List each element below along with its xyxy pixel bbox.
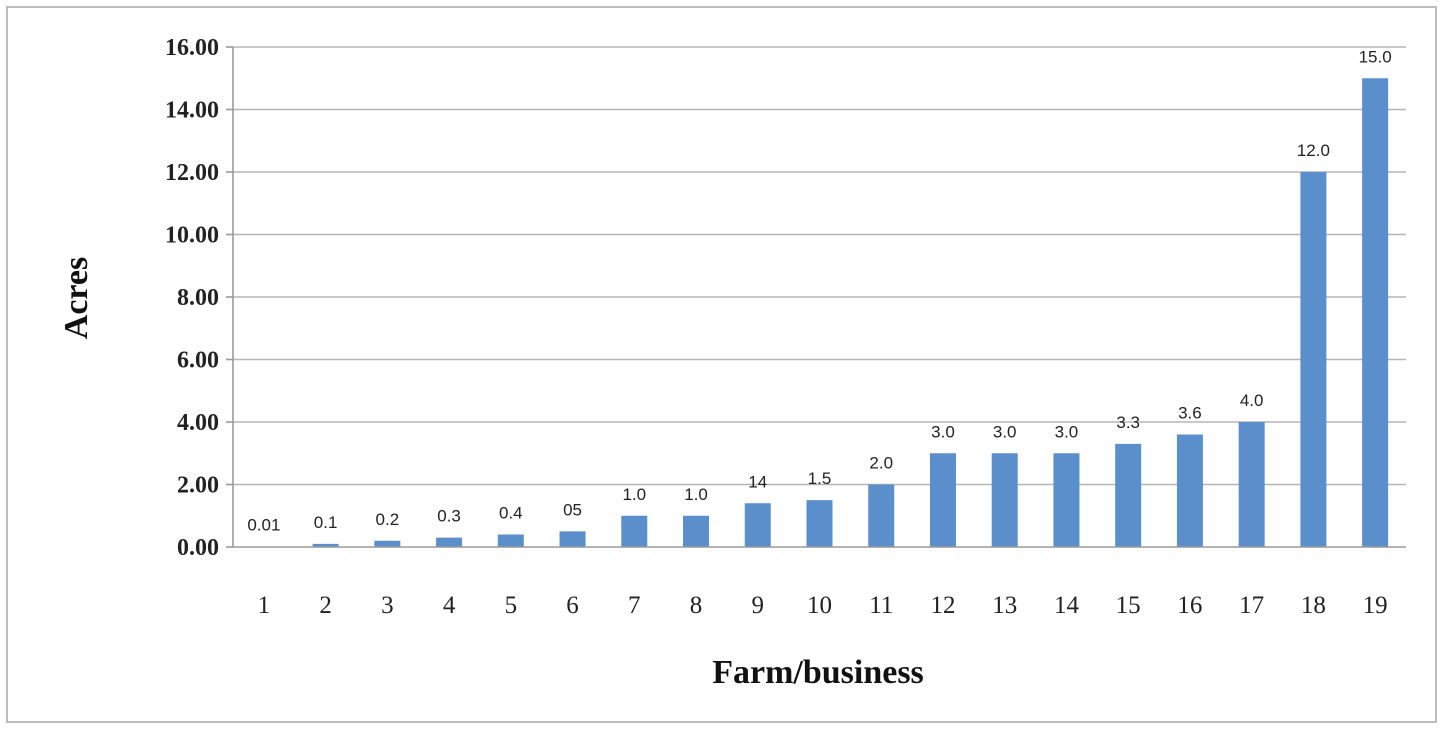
data-label: 15.0 [1359,47,1392,66]
data-label: 1.0 [622,485,646,504]
y-tick-label: 6.00 [177,348,219,374]
bar [374,540,401,547]
bar [1053,453,1080,547]
x-tick-label: 1 [258,592,271,619]
data-label: 0.1 [314,513,338,532]
data-label: 0.4 [499,504,523,523]
y-tick-label: 4.00 [177,410,219,436]
x-tick-label: 11 [869,592,893,619]
bar [929,453,956,547]
bar [1176,434,1203,547]
bar [497,534,524,547]
bar [1362,78,1389,547]
x-tick-label: 13 [992,592,1017,619]
data-labels: 0.01 0.1 0.2 0.3 0.4 05 1.0 1.0 14 1.5 2.0 3.0 3.0 3.… [247,47,1391,534]
bar [868,484,895,547]
bar [436,537,463,547]
data-label: 0.2 [376,510,400,529]
x-tick-label: 9 [752,592,765,619]
data-label: 3.0 [931,422,955,441]
bar [621,515,648,547]
bar [683,515,710,547]
data-label: 14 [748,472,767,491]
x-tick-label: 19 [1363,592,1388,619]
x-tick-label: 12 [930,592,955,619]
y-tick-labels: 0.00 2.00 4.00 6.00 8.00 10.00 12.00 14.00 16.00 [165,35,219,561]
data-label: 1.5 [808,469,832,488]
y-tick-label: 12.00 [165,160,219,186]
data-label: 3.3 [1116,413,1140,432]
data-label: 3.0 [1055,422,1079,441]
data-label: 12.0 [1297,141,1330,160]
x-tick-label: 17 [1239,592,1264,619]
bar [1300,172,1327,547]
data-label: 3.0 [993,422,1017,441]
data-label: 1.0 [684,485,708,504]
x-tick-label: 10 [807,592,832,619]
bar [1238,422,1265,547]
axes [226,46,1406,548]
y-tick-label: 10.00 [165,223,219,249]
y-tick-label: 14.00 [165,98,219,124]
data-label: 2.0 [869,454,893,473]
x-tick-label: 4 [443,592,456,619]
y-tick-label: 8.00 [177,285,219,311]
gridlines [233,46,1406,486]
x-tick-label: 15 [1116,592,1141,619]
x-tick-label: 3 [381,592,394,619]
x-tick-label: 6 [566,592,579,619]
bar [559,531,586,547]
bar [744,503,771,547]
x-tick-label: 7 [628,592,641,619]
y-axis-title: Acres [58,257,95,339]
bar [312,543,339,547]
y-tick-label: 16.00 [165,35,219,61]
x-tick-labels: 1 2 3 4 5 6 7 8 9 10 11 12 13 14 15 16 17 18 19 [258,592,1388,619]
chart-frame [6,6,1437,723]
data-label: 05 [563,500,582,519]
bar [991,453,1018,547]
x-tick-label: 18 [1301,592,1326,619]
x-tick-label: 14 [1054,592,1080,619]
bar [806,500,833,547]
x-tick-label: 16 [1177,592,1202,619]
bars [250,78,1389,547]
data-label: 0.01 [247,516,280,535]
y-tick-label: 2.00 [177,473,219,499]
data-label: 3.6 [1178,404,1202,423]
x-tick-label: 8 [690,592,703,619]
x-tick-label: 5 [505,592,518,619]
x-axis-title: Farm/business [712,654,924,691]
bar [1115,443,1142,547]
data-label: 0.3 [437,507,461,526]
y-tick-label: 0.00 [177,535,219,561]
x-tick-label: 2 [319,592,332,619]
data-label: 4.0 [1240,391,1264,410]
